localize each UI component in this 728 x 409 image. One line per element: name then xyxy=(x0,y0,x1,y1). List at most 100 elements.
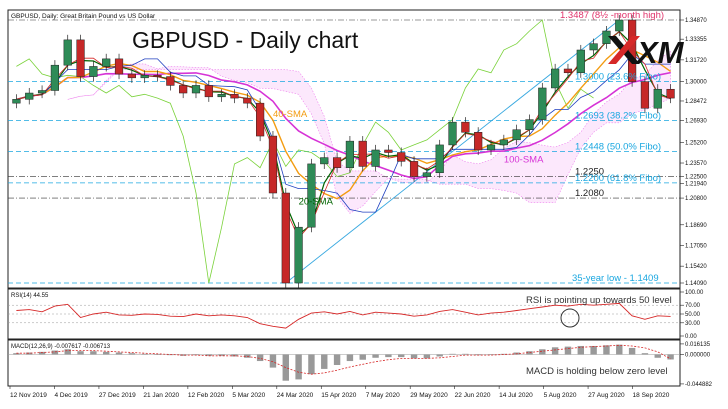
x-tick-label: 27 Dec 2019 xyxy=(99,392,136,399)
macd-plot xyxy=(8,344,680,381)
price-panel xyxy=(7,9,681,289)
x-tick-label: 22 Jun 2020 xyxy=(455,392,491,399)
macd-bar xyxy=(667,354,674,360)
rsi-label: RSI(14) 44.55 xyxy=(11,293,49,299)
candle-body xyxy=(294,226,303,284)
candle-body xyxy=(191,85,201,94)
candle-body xyxy=(76,39,85,77)
candle-body xyxy=(448,121,457,146)
chikou-span xyxy=(16,19,594,284)
y-tick-label: 1.18690 xyxy=(685,223,707,229)
macd-annotation: MACD is holding below zero level xyxy=(526,366,668,377)
macd-bar xyxy=(256,354,264,362)
candle-body xyxy=(576,49,585,74)
x-tick-label: 29 May 2020 xyxy=(410,392,448,399)
y-tick-label: 1.21940 xyxy=(685,182,707,188)
y-axis: 1.34870 1.33355 1.31720 1.30000 1.28472 1.269… xyxy=(680,18,713,388)
level-label: 1.2693 (38.2% Fibo) xyxy=(575,110,661,121)
x-tick-label: 5 Mar 2020 xyxy=(232,392,265,399)
macd-bar xyxy=(205,354,213,356)
y-tick-label: 0.016135 xyxy=(685,342,711,348)
macd-bar xyxy=(436,354,443,357)
rsi-highlight-circle xyxy=(560,308,580,328)
rsi-line xyxy=(16,302,671,329)
macd-bar xyxy=(526,351,533,355)
candle-body xyxy=(499,139,508,146)
macd-bar xyxy=(64,349,71,355)
macd-bar xyxy=(564,346,572,355)
macd-bar xyxy=(90,351,97,355)
y-tick-label: 1.26930 xyxy=(685,118,707,124)
chart-title: GBPUSD - Daily chart xyxy=(132,27,359,53)
macd-bar xyxy=(385,354,392,358)
y-tick-label: 0.000000 xyxy=(685,352,711,358)
candle-body xyxy=(409,161,419,177)
tenkan-line xyxy=(16,31,671,239)
candle-body xyxy=(50,64,59,91)
macd-bar xyxy=(628,347,636,355)
macd-bar xyxy=(77,351,84,355)
macd-bar xyxy=(269,354,277,368)
candle-body xyxy=(525,119,534,130)
candle-body xyxy=(422,172,431,177)
rsi-annotation: RSI is pointing up towards 50 level xyxy=(526,295,672,306)
level-label: 1.3487 (8½ -month high) xyxy=(560,10,664,21)
sma100-line xyxy=(16,71,671,180)
macd-bar xyxy=(218,354,225,356)
candle-body xyxy=(653,88,662,109)
candle-body xyxy=(332,157,342,168)
candle-body xyxy=(589,43,598,51)
y-tick-label: 1.15420 xyxy=(685,264,707,270)
macd-bar xyxy=(128,353,136,355)
macd-signal-line xyxy=(16,344,671,375)
level-label: 1.2250 xyxy=(575,167,604,178)
candle-body xyxy=(243,97,252,104)
indicator-lines xyxy=(16,19,672,284)
level-label: 1.2448 (50.0% Fibo) xyxy=(575,142,661,153)
x-tick-label: 21 Jan 2020 xyxy=(143,392,179,399)
candle-body xyxy=(512,129,521,141)
candle-body xyxy=(397,152,406,162)
macd-bar xyxy=(359,354,366,360)
y-tick-label: 1.33355 xyxy=(685,37,707,43)
y-tick-label: 0.00 xyxy=(685,334,697,340)
candle-body xyxy=(435,144,444,174)
macd-bar xyxy=(641,353,649,355)
macd-bar xyxy=(500,353,508,355)
candle-body xyxy=(153,75,162,77)
sma20-label: 20-SMA xyxy=(299,196,334,207)
macd-bar xyxy=(26,352,33,355)
xm-logo-text: XM xyxy=(635,35,685,70)
level-label: 1.2200 (61.8% Fibo) xyxy=(575,173,661,184)
macd-bar xyxy=(141,353,148,355)
y-tick-label: -0.044882 xyxy=(685,382,713,388)
candle-body xyxy=(371,149,380,167)
macd-bar xyxy=(539,349,546,355)
y-tick-label: 1.28472 xyxy=(685,99,707,105)
y-tick-label: 1.22500 xyxy=(685,175,707,181)
x-tick-label: 27 Aug 2020 xyxy=(588,392,625,399)
candle-body xyxy=(384,149,393,153)
y-tick-label: 1.23570 xyxy=(685,161,707,167)
candle-body xyxy=(102,58,111,67)
macd-bar xyxy=(423,354,431,359)
macd-bar xyxy=(410,354,418,359)
candle-body xyxy=(345,140,355,168)
candle-body xyxy=(666,88,675,99)
candle-body xyxy=(358,140,367,167)
y-tick-label: 1.31720 xyxy=(685,58,707,64)
x-tick-label: 7 May 2020 xyxy=(366,392,400,399)
trendline xyxy=(285,19,620,284)
y-tick-label: 1.20800 xyxy=(685,196,707,202)
candles xyxy=(12,14,675,288)
candle-body xyxy=(486,144,496,151)
x-tick-label: 18 Sep 2020 xyxy=(633,392,670,399)
candle-body xyxy=(63,39,72,66)
macd-bar xyxy=(462,353,469,355)
macd-bar xyxy=(115,352,123,355)
candle-body xyxy=(179,85,188,94)
macd-bar xyxy=(487,354,495,355)
candle-body xyxy=(256,102,265,137)
y-tick-label: 100.00 xyxy=(685,290,704,296)
